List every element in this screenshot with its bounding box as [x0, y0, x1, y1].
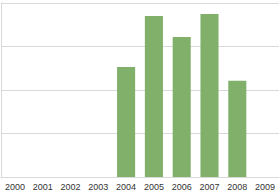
svg-text:2000: 2000 [5, 182, 25, 192]
svg-text:2007: 2007 [199, 182, 219, 192]
svg-text:2001: 2001 [33, 182, 53, 192]
svg-text:2004: 2004 [116, 182, 136, 192]
svg-text:2003: 2003 [88, 182, 108, 192]
svg-text:2002: 2002 [60, 182, 80, 192]
svg-text:2006: 2006 [172, 182, 192, 192]
svg-text:2005: 2005 [144, 182, 164, 192]
svg-text:2008: 2008 [227, 182, 247, 192]
svg-text:2009: 2009 [255, 182, 275, 192]
